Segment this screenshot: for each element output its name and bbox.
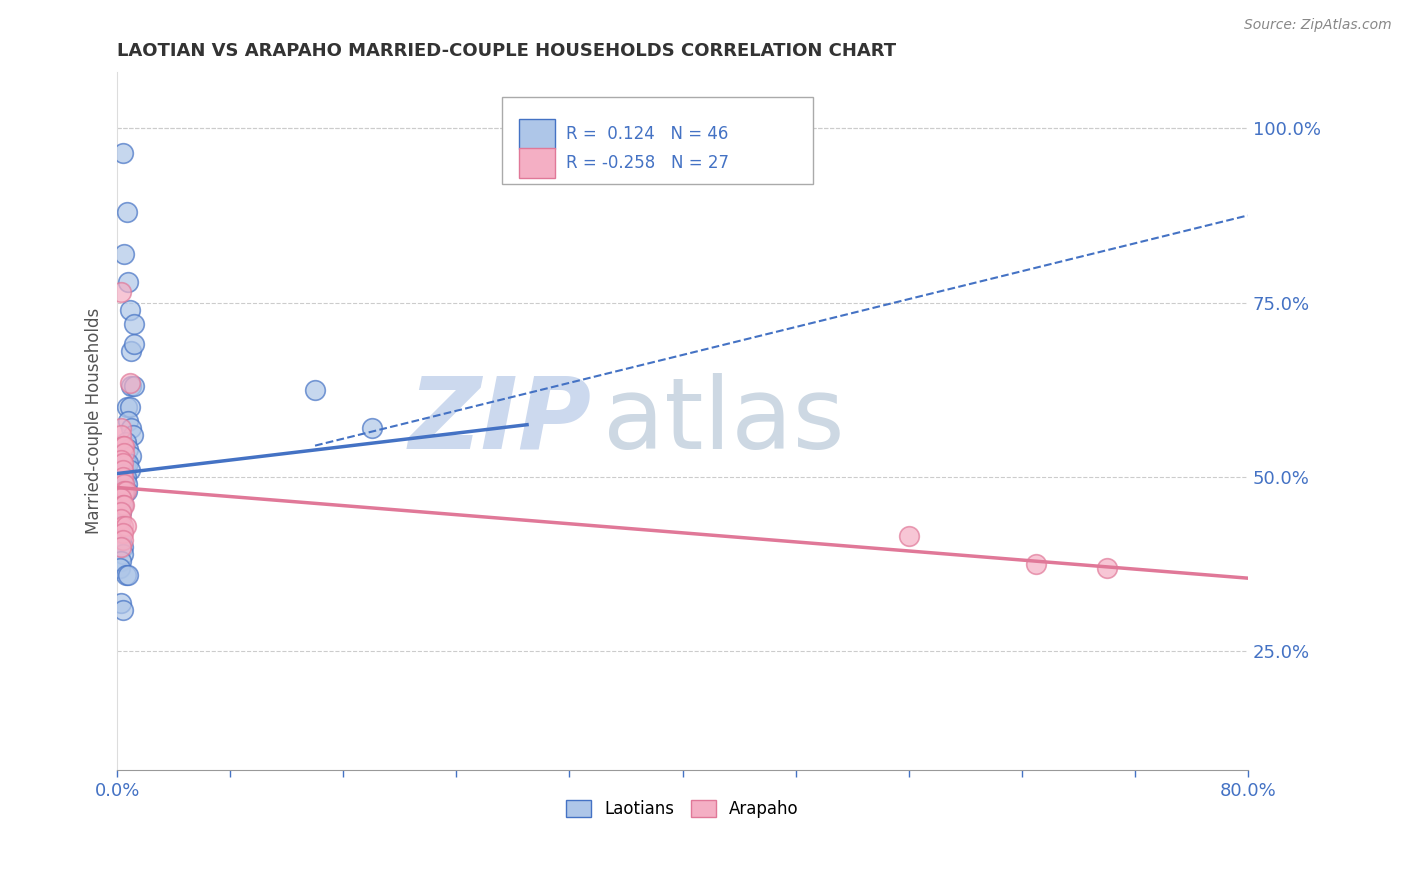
Point: [110, 285, 132, 300]
Point: [118, 302, 141, 317]
Point: [120, 449, 142, 463]
Point: [110, 554, 132, 568]
Point: [117, 456, 139, 470]
Text: R = -0.258   N = 27: R = -0.258 N = 27: [567, 154, 730, 172]
FancyBboxPatch shape: [502, 97, 813, 184]
Point: [1095, 560, 1118, 574]
Point: [111, 533, 134, 547]
Point: [110, 421, 132, 435]
Point: [115, 401, 138, 415]
Point: [112, 477, 135, 491]
Point: [112, 439, 135, 453]
Text: R =  0.124   N = 46: R = 0.124 N = 46: [567, 125, 728, 143]
Point: [117, 442, 139, 456]
Point: [110, 452, 132, 467]
Point: [122, 337, 145, 351]
Point: [118, 401, 141, 415]
Point: [110, 505, 132, 519]
Point: [117, 414, 139, 428]
Point: [114, 567, 136, 582]
Bar: [519, 120, 555, 149]
Point: [111, 470, 134, 484]
Point: [111, 467, 134, 481]
Point: [122, 317, 145, 331]
Point: [112, 483, 135, 498]
Point: [111, 439, 134, 453]
Point: [111, 519, 134, 533]
Point: [111, 456, 134, 470]
Point: [120, 344, 142, 359]
Point: [110, 540, 132, 554]
Point: [115, 483, 138, 498]
Point: [108, 512, 131, 526]
Legend: Laotians, Arapaho: Laotians, Arapaho: [560, 793, 806, 824]
Point: [111, 463, 134, 477]
Point: [114, 483, 136, 498]
Point: [110, 491, 132, 505]
Point: [111, 483, 134, 498]
Point: [108, 525, 131, 540]
Text: ZIP: ZIP: [409, 373, 592, 470]
Point: [110, 491, 132, 505]
Point: [111, 498, 134, 512]
Point: [118, 376, 141, 390]
Point: [114, 456, 136, 470]
Point: [111, 498, 134, 512]
Point: [111, 540, 134, 554]
Point: [118, 463, 141, 477]
Point: [111, 145, 134, 160]
Text: Source: ZipAtlas.com: Source: ZipAtlas.com: [1244, 18, 1392, 32]
Point: [112, 498, 135, 512]
Point: [110, 498, 132, 512]
Point: [360, 421, 382, 435]
Point: [112, 487, 135, 501]
Point: [114, 470, 136, 484]
Point: [114, 435, 136, 450]
Point: [122, 379, 145, 393]
Point: [112, 247, 135, 261]
Y-axis label: Married-couple Households: Married-couple Households: [86, 308, 103, 534]
Point: [117, 275, 139, 289]
Point: [114, 519, 136, 533]
Text: LAOTIAN VS ARAPAHO MARRIED-COUPLE HOUSEHOLDS CORRELATION CHART: LAOTIAN VS ARAPAHO MARRIED-COUPLE HOUSEH…: [117, 42, 896, 60]
Point: [112, 445, 135, 459]
Point: [111, 547, 134, 561]
Point: [108, 519, 131, 533]
Text: atlas: atlas: [603, 373, 845, 470]
Point: [112, 470, 135, 484]
Point: [111, 602, 134, 616]
Bar: [519, 148, 555, 178]
Point: [304, 383, 326, 397]
Point: [110, 428, 132, 442]
Point: [110, 533, 132, 547]
Point: [110, 512, 132, 526]
Point: [117, 567, 139, 582]
Point: [1025, 558, 1047, 572]
Point: [110, 505, 132, 519]
Point: [120, 421, 142, 435]
Point: [115, 477, 138, 491]
Point: [111, 525, 134, 540]
Point: [110, 596, 132, 610]
Point: [120, 379, 142, 393]
Point: [115, 205, 138, 219]
Point: [121, 428, 143, 442]
Point: [108, 560, 131, 574]
Point: [897, 529, 920, 543]
